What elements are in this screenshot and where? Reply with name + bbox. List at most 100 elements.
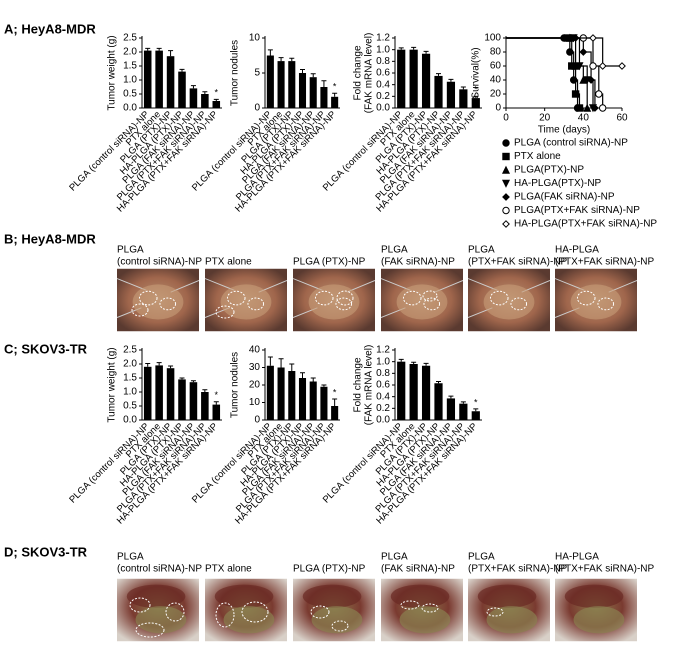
error-bar (179, 68, 185, 72)
y-tick-label: 40 (249, 345, 261, 356)
y-tick-label: 0.5 (123, 89, 137, 100)
bar (409, 364, 418, 420)
bar (277, 61, 285, 108)
significance-label: * (333, 387, 337, 397)
legend-label: HA-PLGA(PTX)-NP (514, 178, 602, 189)
survival-line (506, 37, 581, 108)
y-tick-label: 10 (249, 33, 261, 44)
survival-line (506, 37, 596, 108)
y-tick-label: 0 (254, 103, 260, 114)
photo-label: (PTX+FAK siRNA)-NP (555, 257, 655, 268)
y-tick-label: 1.2 (376, 33, 390, 44)
y-tick-label: 0.0 (123, 103, 137, 114)
error-bar (436, 73, 441, 76)
error-bar (300, 69, 305, 73)
x-tick-label: 60 (616, 113, 628, 124)
y-tick-label: 1.2 (376, 345, 390, 356)
marker (502, 220, 510, 228)
bar (397, 49, 406, 108)
y-tick-label: 2.0 (123, 47, 137, 58)
marker (575, 104, 584, 112)
bar (434, 75, 443, 108)
y-tick-label: 0.8 (376, 56, 390, 67)
marker (501, 165, 511, 174)
bar (331, 96, 339, 108)
error-bar (411, 46, 417, 50)
y-tick-label: 10 (249, 397, 261, 408)
bar (266, 365, 274, 420)
bar (212, 404, 221, 420)
y-tick-label: 1.5 (123, 373, 137, 384)
photo-label: PLGA (PTX)-NP (293, 257, 366, 268)
bar (320, 386, 328, 420)
marker (589, 62, 597, 70)
error-bar (310, 73, 316, 78)
y-tick-label: 0.0 (376, 415, 390, 426)
marker (589, 34, 597, 42)
error-bar (278, 57, 284, 62)
bar (397, 361, 406, 420)
y-axis-label: Tumor nodules (230, 40, 241, 106)
error-bar (168, 50, 174, 57)
y-axis-label: Tumor weight (g) (107, 347, 118, 422)
bar (143, 50, 152, 108)
legend-label: PLGA(PTX+FAK siRNA)-NP (514, 205, 640, 216)
bar (178, 71, 186, 108)
bar (320, 87, 328, 108)
x-axis-label: Time (days) (538, 125, 590, 136)
error-bar (289, 57, 295, 62)
y-tick-label: 0.8 (376, 368, 390, 379)
error-bar (202, 389, 208, 392)
error-bar (411, 361, 417, 364)
error-bar (423, 50, 429, 54)
photo-label: (control siRNA)-NP (117, 564, 202, 575)
error-bar (179, 377, 185, 380)
marker (502, 139, 510, 147)
y-tick-label: 1.0 (376, 44, 390, 55)
y-axis-label: Survival(%) (471, 47, 482, 98)
error-bar (332, 398, 338, 406)
significance-label: * (333, 82, 337, 92)
photo-label: (PTX+FAK siRNA)-NP (555, 564, 655, 575)
bar (298, 378, 307, 420)
bar (155, 50, 163, 108)
error-bar (145, 362, 151, 367)
photo-label: PTX alone (205, 257, 252, 268)
error-bar (423, 362, 429, 366)
photo-label: PLGA (381, 245, 408, 256)
significance-label: * (215, 390, 219, 400)
y-tick-label: 0 (495, 103, 501, 114)
error-bar (156, 362, 162, 366)
panel-label: A; HeyA8-MDR (4, 21, 96, 36)
marker (595, 90, 603, 98)
y-tick-label: 0.6 (376, 380, 390, 391)
bar (471, 411, 480, 420)
error-bar (310, 377, 316, 382)
error-bar (300, 372, 305, 378)
y-tick-label: 2.5 (123, 345, 137, 356)
error-bar (267, 356, 273, 366)
error-bar (156, 47, 162, 51)
marker (587, 76, 595, 84)
error-bar (460, 401, 466, 404)
bar (212, 101, 221, 108)
photo-label: PLGA (117, 245, 144, 256)
marker (501, 179, 511, 188)
error-bar (213, 98, 219, 101)
panel-label: D; SKOV3-TR (4, 544, 88, 559)
y-axis-label: Fold change (353, 357, 364, 412)
x-tick-label: 40 (578, 113, 590, 124)
x-tick-label: 20 (539, 113, 551, 124)
y-tick-label: 0.4 (376, 391, 390, 402)
error-bar (202, 91, 208, 94)
bar (266, 55, 274, 108)
photo-label: (PTX+FAK siRNA)-NP (468, 257, 568, 268)
y-tick-label: 20 (490, 89, 502, 100)
y-tick-label: 2.0 (123, 359, 137, 370)
bar (166, 368, 175, 420)
marker (598, 62, 607, 70)
photo-label: PTX alone (205, 564, 252, 575)
marker (598, 104, 607, 112)
bar (446, 398, 456, 420)
